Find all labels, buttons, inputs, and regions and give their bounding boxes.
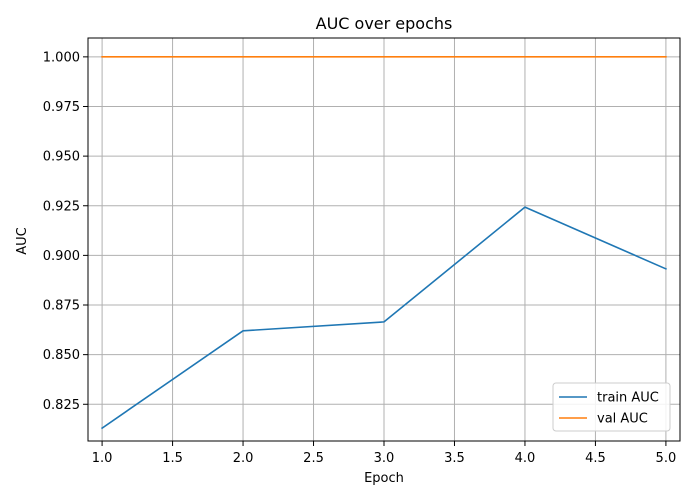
y-tick-label: 0.825 bbox=[43, 398, 80, 413]
x-tick-label: 4.0 bbox=[515, 451, 536, 466]
x-axis-label: Epoch bbox=[364, 471, 404, 486]
series-layer bbox=[100, 56, 667, 430]
series-line-train-auc bbox=[100, 206, 667, 430]
y-tick-label: 0.925 bbox=[43, 199, 80, 214]
y-tick-label: 0.975 bbox=[43, 100, 80, 115]
x-tick-label: 3.5 bbox=[444, 451, 465, 466]
x-tick-label: 2.0 bbox=[233, 451, 254, 466]
tick-layer: 1.0 1.5 2.0 2.5 3.0 3.5 4.0 4.5 5.0 0.825 0.850 0.8… bbox=[43, 50, 676, 466]
x-tick-label: 1.0 bbox=[92, 451, 113, 466]
legend-box bbox=[552, 382, 671, 432]
x-tick-label: 2.5 bbox=[303, 451, 324, 466]
y-axis-label: AUC bbox=[15, 227, 30, 255]
x-tick-label: 4.5 bbox=[585, 451, 606, 466]
x-tick-label: 1.5 bbox=[162, 451, 183, 466]
legend-label: train AUC bbox=[597, 391, 659, 406]
grid-layer bbox=[88, 38, 680, 441]
y-tick-label: 0.950 bbox=[43, 150, 80, 165]
legend: train AUC val AUC bbox=[552, 382, 671, 432]
y-tick-label: 0.875 bbox=[43, 299, 80, 314]
chart-title: AUC over epochs bbox=[316, 14, 453, 33]
y-tick-label: 0.900 bbox=[43, 249, 80, 264]
y-tick-label: 0.850 bbox=[43, 348, 80, 363]
legend-label: val AUC bbox=[597, 412, 648, 427]
y-tick-label: 1.000 bbox=[43, 50, 80, 65]
x-tick-label: 5.0 bbox=[656, 451, 677, 466]
x-tick-label: 3.0 bbox=[374, 451, 395, 466]
